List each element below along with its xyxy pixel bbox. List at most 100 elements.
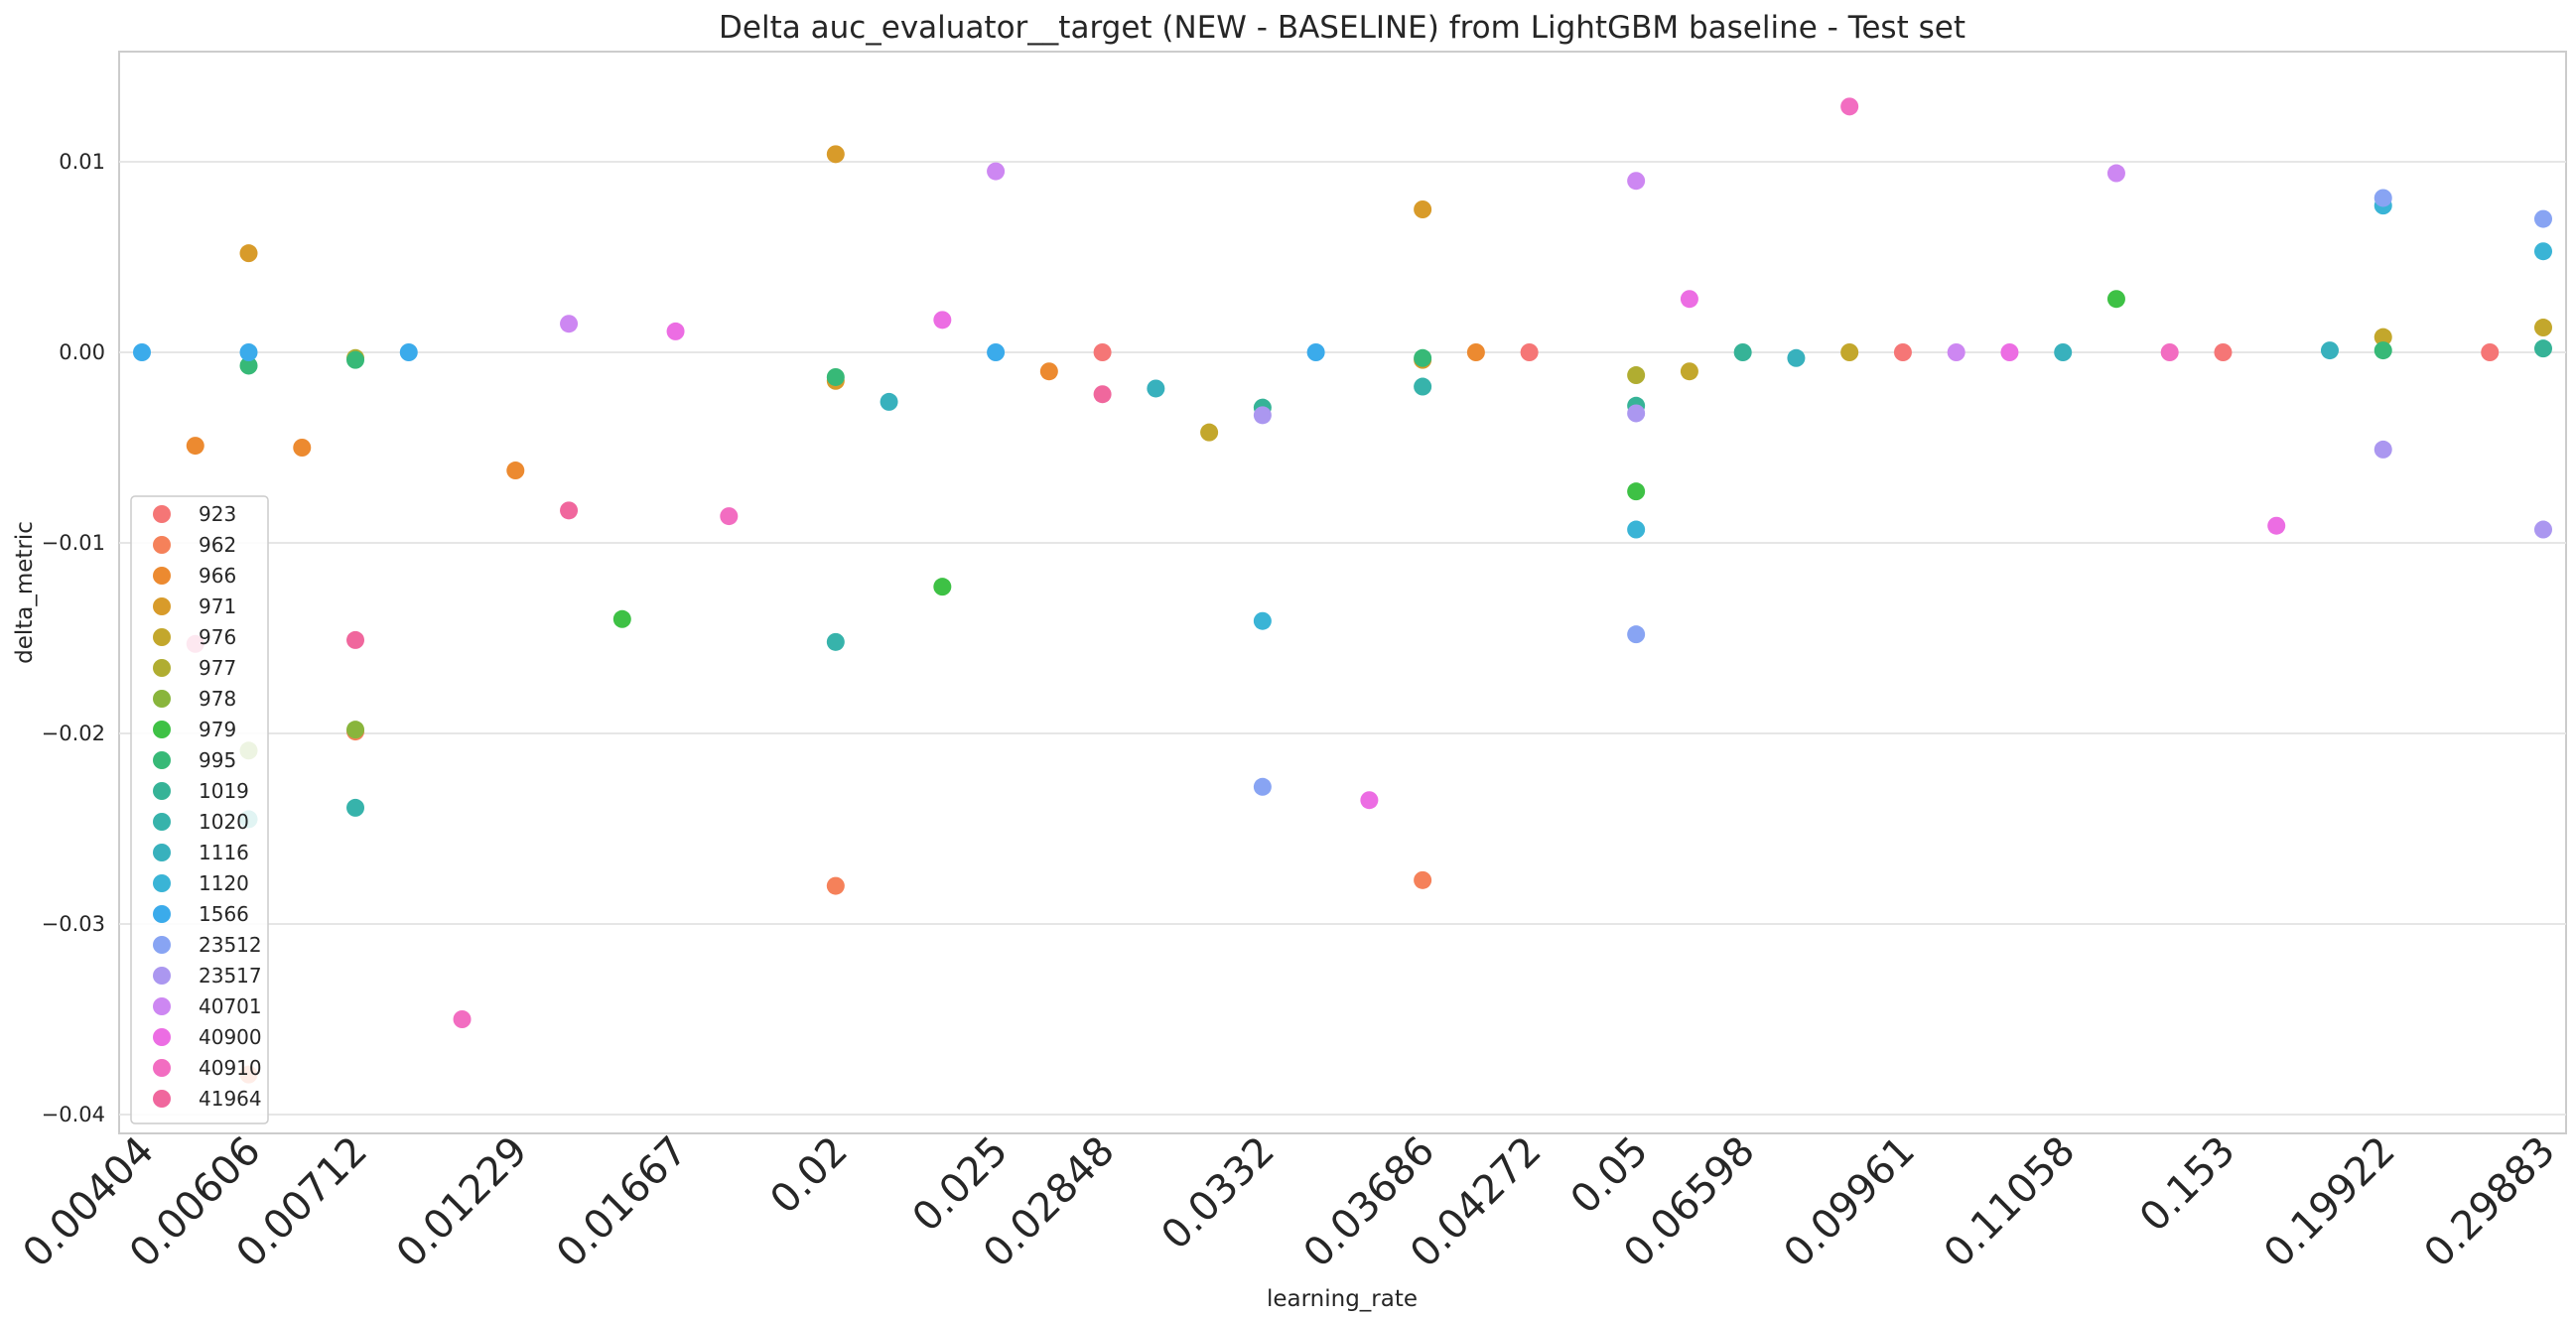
- legend-label-40910: 40910: [199, 1056, 262, 1080]
- y-tick-label: 0.01: [59, 150, 105, 174]
- legend-label-966: 966: [199, 564, 236, 588]
- data-point-41964: [346, 630, 365, 649]
- data-point-23517: [2534, 520, 2552, 539]
- data-point-23517: [2373, 440, 2392, 459]
- legend-label-1566: 1566: [199, 902, 249, 926]
- data-point-40701: [2106, 164, 2125, 183]
- legend-marker-40900: [153, 1028, 171, 1046]
- data-point-40900: [1360, 791, 1379, 810]
- data-point-966: [506, 462, 525, 480]
- data-point-971: [1414, 200, 1432, 218]
- x-tick-label: 0.01667: [548, 1128, 696, 1276]
- x-tick-label: 0.0332: [1152, 1128, 1283, 1258]
- data-point-1566: [1306, 343, 1325, 361]
- data-point-23512: [2534, 209, 2552, 228]
- data-point-977: [1627, 366, 1646, 385]
- x-tick-label: 0.09961: [1776, 1128, 1924, 1276]
- x-tick-label: 0.01229: [388, 1128, 536, 1276]
- legend-label-40701: 40701: [199, 994, 262, 1018]
- data-point-1116: [1147, 379, 1165, 398]
- data-point-40701: [1947, 343, 1966, 361]
- data-point-923: [1520, 343, 1539, 361]
- data-point-1020: [346, 798, 365, 817]
- legend-marker-1566: [153, 905, 171, 923]
- x-axis-label: learning_rate: [1267, 1286, 1418, 1312]
- legend-label-962: 962: [199, 533, 236, 557]
- data-point-995: [826, 367, 845, 386]
- legend-marker-976: [153, 628, 171, 646]
- y-tick-label: −0.02: [42, 722, 105, 745]
- x-tick-label: 0.153: [2131, 1128, 2244, 1242]
- x-tick-label: 0.19922: [2255, 1128, 2403, 1276]
- chart-title: Delta auc_evaluator__target (NEW - BASEL…: [719, 10, 1966, 46]
- y-tick-labels: −0.04 −0.03 −0.02 −0.01 0.00 0.01: [42, 150, 105, 1126]
- data-point-23517: [1627, 404, 1646, 423]
- data-point-979: [1627, 482, 1646, 501]
- data-point-1019: [1733, 343, 1752, 361]
- legend-label-23517: 23517: [199, 964, 262, 988]
- data-point-962: [826, 876, 845, 895]
- legend-label-971: 971: [199, 594, 236, 618]
- data-point-1020: [1414, 377, 1432, 396]
- legend-label-1116: 1116: [199, 841, 249, 864]
- plot-frame: [118, 51, 2567, 1134]
- data-point-40910: [720, 507, 739, 526]
- data-point-40910: [1840, 97, 1859, 116]
- data-point-971: [826, 145, 845, 164]
- x-tick-label: 0.29883: [2416, 1128, 2564, 1276]
- legend-label-995: 995: [199, 748, 236, 772]
- data-point-966: [1466, 343, 1485, 361]
- data-point-923: [2214, 343, 2233, 361]
- data-point-23512: [1253, 777, 1272, 796]
- data-point-971: [239, 244, 258, 263]
- data-point-966: [293, 439, 312, 457]
- data-point-995: [239, 356, 258, 375]
- data-point-976: [1840, 343, 1859, 361]
- legend-marker-923: [153, 505, 171, 523]
- data-point-40701: [987, 162, 1006, 181]
- legend-marker-977: [153, 659, 171, 677]
- data-point-23512: [2373, 189, 2392, 207]
- data-point-23512: [1627, 625, 1646, 644]
- legend-marker-40701: [153, 997, 171, 1015]
- y-tick-label: 0.00: [59, 340, 105, 364]
- data-point-40910: [2160, 343, 2179, 361]
- legend-marker-1019: [153, 782, 171, 800]
- data-point-40900: [2267, 516, 2286, 535]
- data-point-979: [2106, 290, 2125, 309]
- data-point-1566: [239, 343, 258, 361]
- data-point-1120: [2534, 242, 2552, 261]
- legend-marker-1120: [153, 874, 171, 892]
- data-point-976: [1680, 362, 1698, 381]
- data-point-40900: [1680, 290, 1698, 309]
- legend-marker-23517: [153, 967, 171, 985]
- legend-label-977: 977: [199, 656, 236, 680]
- data-point-40900: [2000, 343, 2019, 361]
- legend-marker-979: [153, 721, 171, 738]
- data-point-995: [1414, 348, 1432, 367]
- data-point-976: [1200, 423, 1219, 442]
- legend: 923 962 966 971 976 977 978 979 995 1019 1020 1116 1…: [130, 495, 269, 1124]
- legend-label-1120: 1120: [199, 871, 249, 895]
- data-point-979: [933, 578, 952, 596]
- legend-label-923: 923: [199, 502, 236, 526]
- data-point-966: [1039, 362, 1058, 381]
- data-point-41964: [560, 501, 579, 520]
- data-point-40900: [666, 322, 685, 340]
- data-point-1566: [133, 343, 151, 361]
- legend-label-40900: 40900: [199, 1025, 262, 1049]
- legend-label-979: 979: [199, 718, 236, 741]
- legend-label-976: 976: [199, 625, 236, 649]
- legend-box: [130, 495, 269, 1124]
- legend-marker-962: [153, 536, 171, 554]
- legend-marker-995: [153, 751, 171, 769]
- legend-marker-1020: [153, 813, 171, 831]
- x-tick-label: 0.05: [1562, 1128, 1658, 1224]
- data-point-995: [346, 350, 365, 369]
- x-tick-label: 0.11058: [1936, 1128, 2084, 1276]
- data-point-976: [2534, 319, 2552, 337]
- x-tick-label: 0.02: [761, 1128, 857, 1224]
- legend-marker-978: [153, 690, 171, 708]
